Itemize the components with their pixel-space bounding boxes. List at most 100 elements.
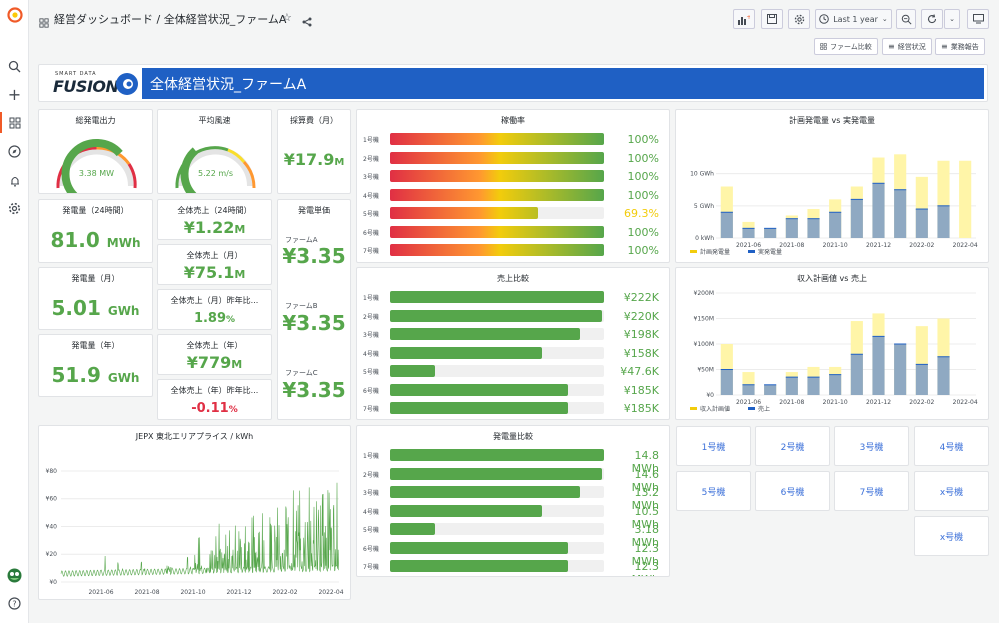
actual-bar	[850, 199, 863, 238]
bar-fill	[390, 541, 568, 554]
bar-track	[390, 188, 604, 201]
bar-value: 100%	[627, 188, 659, 202]
settings-button[interactable]	[788, 9, 810, 29]
svg-text:+: +	[746, 14, 750, 21]
x-tick-label: 2022-02	[272, 589, 297, 596]
sales-row: 6号機 ¥185K	[357, 383, 669, 397]
actual-bar	[894, 189, 907, 238]
sales-row: 5号機 ¥47.6K	[357, 365, 669, 378]
x-tick-label: 2022-02	[909, 399, 934, 406]
bar-fill	[390, 523, 435, 535]
x-tick-label: 2021-06	[88, 589, 113, 596]
availability-panel: 稼働率 1号機 100% 2号機 100% 3号機 100% 4号機 100% 5号機 69.3%…	[356, 109, 670, 263]
y-tick-label: ¥40	[46, 523, 58, 530]
actual-bar	[915, 209, 928, 238]
grafana-logo-icon[interactable]	[6, 6, 23, 23]
bar-track	[390, 309, 604, 322]
bar-fill	[390, 560, 568, 572]
x-tick-label: 2021-10	[823, 242, 848, 249]
machine-link-3[interactable]: 3号機	[834, 426, 909, 466]
gear-icon[interactable]	[6, 200, 23, 217]
machine-link-7[interactable]: 7号機	[834, 471, 909, 511]
availability-row: 7号機 100%	[357, 244, 669, 257]
actual-bar	[764, 228, 777, 238]
link-farm-compare[interactable]: ファーム比較	[814, 38, 878, 55]
share-icon[interactable]	[302, 12, 312, 31]
actual-bar	[785, 377, 798, 395]
breadcrumb[interactable]: 経営ダッシュボード / 全体経営状況_ファームA	[54, 13, 287, 26]
machine-link-5[interactable]: 5号機	[676, 471, 751, 511]
y-tick-label: ¥150M	[694, 316, 714, 323]
machine-link-9[interactable]: x号機	[914, 516, 989, 556]
gauge-total-output-dial: 3.38 MW	[56, 139, 137, 193]
bar-value: 100%	[627, 244, 659, 257]
x-tick-label: 2022-04	[953, 399, 978, 406]
bar-value: ¥220K	[623, 309, 659, 323]
price-line	[60, 482, 339, 577]
plus-icon[interactable]: +	[7, 85, 22, 104]
bar-value: 13.2 MWh	[631, 486, 659, 512]
bar-value: ¥158K	[623, 346, 659, 360]
bar-track	[390, 328, 604, 340]
machine-link-4[interactable]: 4号機	[914, 426, 989, 466]
availability-row: 5号機 69.3%	[357, 207, 669, 220]
bar-fill	[390, 402, 568, 414]
sales-row: 1号機 ¥222K	[357, 291, 669, 304]
refresh-button[interactable]	[921, 9, 943, 29]
add-panel-button[interactable]: +	[733, 9, 755, 29]
link-work-report[interactable]: ≡ 業務報告	[935, 38, 985, 55]
bell-icon[interactable]	[6, 172, 23, 189]
top-navbar: 経営ダッシュボード / 全体経営状況_ファームA ☆	[29, 0, 999, 36]
stat-gen-year: 発電量（年） 51.9 GWh	[38, 334, 153, 397]
banner-title-bar: 全体経営状況_ファームA	[142, 68, 984, 99]
x-tick-label: 2021-12	[226, 589, 251, 596]
bar-label: 4号機	[363, 192, 379, 200]
actual-bar	[764, 384, 777, 395]
bar-value: ¥185K	[623, 383, 659, 397]
bar-track	[390, 449, 604, 461]
gauge-avg-wind: 平均風速 5.22 m/s	[157, 109, 272, 194]
bar-track	[390, 244, 604, 256]
machine-link-6[interactable]: 6号機	[755, 471, 830, 511]
bar-fill	[390, 207, 539, 219]
bar-value: 3.18 MWh	[631, 523, 659, 549]
bar-value: ¥47.6K	[620, 365, 659, 378]
refresh-interval-button[interactable]: ⌄	[944, 9, 960, 29]
gauge-total-output: 総発電出力 3.38 MW	[38, 109, 153, 194]
y-tick-label: ¥100M	[694, 341, 714, 348]
search-icon[interactable]	[6, 58, 23, 75]
y-tick-label: ¥20	[46, 551, 58, 558]
legend-swatch	[690, 407, 697, 410]
sales-row: 4号機 ¥158K	[357, 346, 669, 360]
x-tick-label: 2021-08	[134, 589, 159, 596]
dashboards-icon[interactable]	[6, 114, 23, 131]
y-tick-label: 5 GWh	[694, 203, 714, 210]
stat-sales-year-yoy: 全体売上（年）昨年比... -0.11%	[157, 379, 272, 420]
bar-value: ¥198K	[623, 328, 659, 341]
y-tick-label: ¥60	[46, 496, 58, 503]
y-tick-label: ¥80	[46, 468, 58, 475]
compass-icon[interactable]	[6, 143, 23, 160]
star-icon[interactable]: ☆	[282, 11, 292, 24]
side-menu: + ?	[0, 0, 29, 623]
zoom-out-button[interactable]	[896, 9, 916, 29]
y-tick-label: ¥200M	[694, 290, 714, 297]
machine-link-8[interactable]: x号機	[914, 471, 989, 511]
actual-bar	[937, 356, 950, 395]
machine-link-2[interactable]: 2号機	[755, 426, 830, 466]
tv-mode-button[interactable]	[967, 9, 989, 29]
user-avatar-icon[interactable]	[6, 567, 23, 584]
machine-link-1[interactable]: 1号機	[676, 426, 751, 466]
x-tick-label: 2021-12	[866, 242, 891, 249]
bar-value: 12.3 MWh	[631, 541, 659, 568]
save-button[interactable]	[761, 9, 783, 29]
help-icon[interactable]: ?	[6, 595, 23, 612]
actual-bar	[742, 384, 755, 395]
bar-fill	[390, 291, 604, 303]
time-range-picker[interactable]: Last 1 year ⌄	[815, 9, 892, 29]
x-tick-label: 2022-02	[909, 242, 934, 249]
bar-fill	[390, 244, 604, 256]
link-business-status[interactable]: ≡ 経営状況	[882, 38, 932, 55]
legend-swatch	[748, 250, 755, 253]
stat-gen-24h: 発電量（24時間） 81.0 MWh	[38, 199, 153, 263]
